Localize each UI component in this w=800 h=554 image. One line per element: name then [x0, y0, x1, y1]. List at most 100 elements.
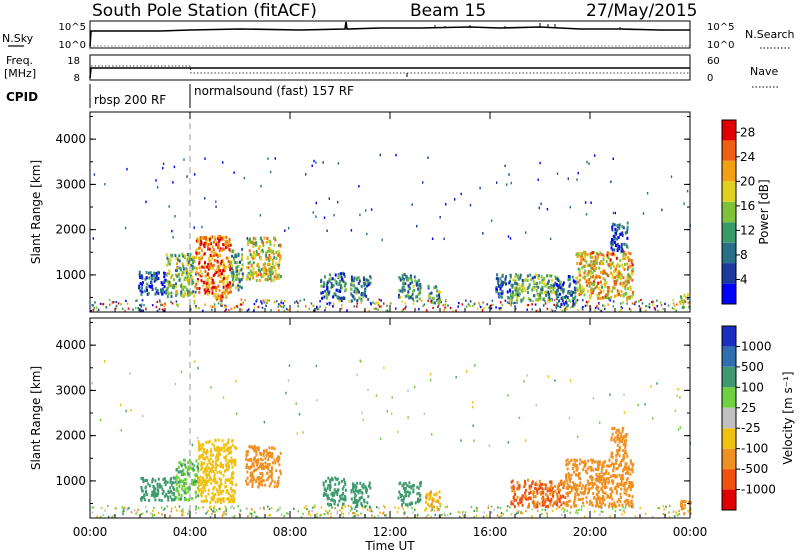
echo-cell: [205, 469, 208, 473]
echo-cell: [548, 286, 551, 290]
echo-cell: [524, 479, 526, 483]
echo-cell: [407, 295, 410, 299]
echo-cell: [582, 265, 585, 269]
echo-cell: [145, 276, 148, 280]
echo-cell: [566, 462, 569, 466]
noise-cell: [672, 302, 675, 305]
echo-cell: [191, 481, 193, 485]
echo-cell: [220, 280, 223, 283]
noise-cell: [369, 302, 372, 305]
sparse-echo: [407, 389, 409, 392]
x-tick-label: 04:00: [173, 525, 208, 539]
echo-cell: [619, 462, 622, 466]
echo-cell: [253, 448, 256, 452]
noise-cell: [324, 309, 326, 312]
noise-cell: [340, 307, 343, 310]
echo-cell: [167, 292, 170, 296]
echo-cell: [553, 484, 556, 488]
echo-cell: [610, 252, 613, 256]
noise-cell: [130, 511, 133, 514]
echo-cell: [198, 290, 201, 294]
echo-cell: [566, 458, 569, 462]
echo-cell: [590, 458, 593, 462]
echo-cell: [402, 497, 405, 501]
echo-cell: [198, 476, 201, 480]
echo-cell: [166, 263, 168, 267]
noise-cell: [667, 304, 670, 307]
echo-cell: [616, 484, 619, 488]
nsky-spikes: [434, 23, 621, 29]
echo-cell: [501, 282, 504, 286]
noise-cell: [679, 302, 682, 305]
noise-cell: [394, 307, 397, 310]
echo-cell: [559, 494, 562, 498]
noise-cell: [283, 309, 286, 312]
echo-cell: [341, 277, 344, 281]
echo-cell: [325, 489, 328, 493]
echo-cell: [247, 261, 250, 265]
echo-cell: [562, 281, 565, 285]
echo-cell: [156, 485, 159, 489]
noise-cell: [146, 510, 148, 513]
echo-cell: [510, 501, 513, 505]
noise-cell: [576, 509, 578, 512]
echo-cell: [574, 488, 577, 492]
sparse-echo: [370, 208, 373, 211]
noise-cell: [594, 310, 596, 313]
echo-cell: [435, 285, 438, 289]
echo-cell: [355, 291, 358, 295]
noise-cell: [678, 300, 681, 304]
sparse-echo: [337, 162, 340, 165]
noise-cell: [316, 515, 318, 518]
echo-cell: [624, 449, 627, 453]
echo-cell: [575, 504, 578, 508]
echo-cell: [398, 276, 401, 280]
echo-cell: [558, 500, 561, 503]
echo-cell: [209, 453, 212, 457]
echo-cell: [186, 276, 189, 280]
noise-cell: [92, 309, 95, 312]
echo-cell: [203, 252, 206, 256]
noise-cell: [612, 305, 615, 308]
echo-cell: [142, 495, 145, 499]
noise-cell: [189, 308, 192, 311]
echo-cell: [601, 467, 603, 471]
echo-cell: [613, 501, 616, 505]
echo-cell: [624, 231, 627, 235]
time-xlabel: Time UT: [364, 539, 415, 553]
echo-cell: [209, 260, 212, 264]
echo-cell: [341, 502, 344, 506]
echo-cell: [607, 505, 610, 509]
echo-cell: [276, 455, 279, 459]
echo-cell: [233, 489, 236, 493]
echo-cell: [414, 501, 417, 505]
echo-cell: [536, 502, 539, 506]
echo-cell: [155, 271, 158, 275]
echo-cell: [255, 274, 258, 278]
sparse-echo: [472, 401, 474, 404]
echo-cell: [206, 449, 208, 453]
noise-cell: [385, 309, 387, 312]
echo-cell: [571, 275, 574, 279]
echo-cell: [616, 249, 619, 253]
echo-cell: [267, 239, 270, 243]
echo-cell: [363, 278, 365, 282]
echo-cell: [618, 293, 620, 296]
echo-cell: [546, 489, 549, 493]
echo-cell: [261, 466, 263, 470]
noise-cell: [296, 310, 299, 313]
noise-cell: [639, 507, 641, 510]
echo-cell: [599, 280, 602, 284]
noise-cell: [506, 509, 508, 512]
echo-cell: [208, 285, 211, 289]
echo-cell: [591, 251, 594, 255]
sparse-echo: [508, 173, 510, 176]
noise-cell: [412, 302, 415, 305]
echo-cell: [217, 296, 220, 300]
echo-cell: [147, 482, 150, 486]
echo-cell: [257, 458, 260, 462]
echo-cell: [622, 293, 625, 297]
echo-cell: [260, 272, 262, 276]
echo-cell: [326, 281, 329, 285]
echo-cell: [168, 269, 171, 273]
